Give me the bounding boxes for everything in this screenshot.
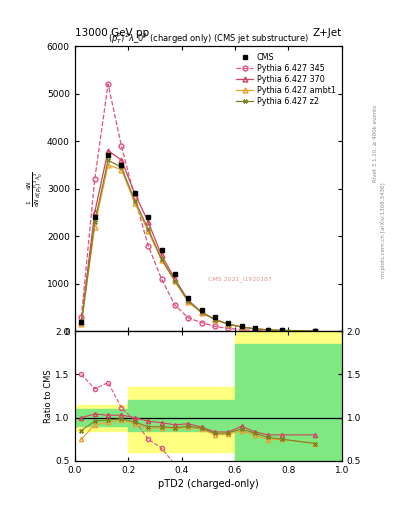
- Text: 13000 GeV pp: 13000 GeV pp: [75, 28, 149, 38]
- Text: Z+Jet: Z+Jet: [313, 28, 342, 38]
- Y-axis label: Ratio to CMS: Ratio to CMS: [44, 369, 53, 423]
- Text: mcplots.cern.ch [arXiv:1306.3436]: mcplots.cern.ch [arXiv:1306.3436]: [381, 183, 386, 278]
- Text: CMS 2021_I1920187: CMS 2021_I1920187: [208, 276, 272, 282]
- Y-axis label: $\frac{1}{\mathrm{d}N}\frac{\mathrm{d}N}{\mathrm{d}(p_T^p)^2\lambda_0^2}$: $\frac{1}{\mathrm{d}N}\frac{\mathrm{d}N}…: [26, 170, 46, 206]
- Title: $(p_T^p)^2\lambda\_0^2$ (charged only) (CMS jet substructure): $(p_T^p)^2\lambda\_0^2$ (charged only) (…: [108, 31, 309, 46]
- Legend: CMS, Pythia 6.427 345, Pythia 6.427 370, Pythia 6.427 ambt1, Pythia 6.427 z2: CMS, Pythia 6.427 345, Pythia 6.427 370,…: [233, 50, 338, 108]
- X-axis label: pTD2 (charged-only): pTD2 (charged-only): [158, 479, 259, 489]
- Text: Rivet 3.1.10, ≥ 400k events: Rivet 3.1.10, ≥ 400k events: [373, 105, 378, 182]
